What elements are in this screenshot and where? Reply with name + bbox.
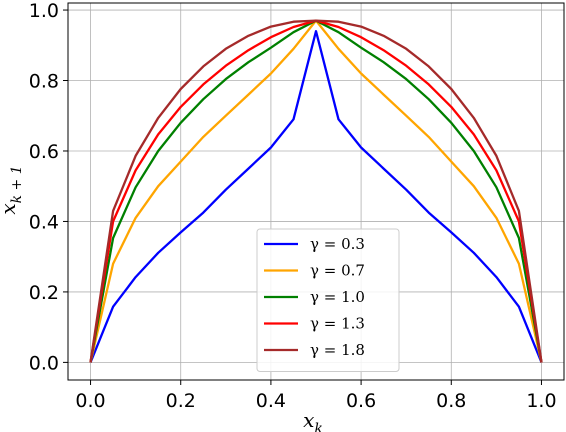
y-tick-label: 1.0 [29,0,59,22]
y-tick-label: 0.2 [29,282,59,304]
legend-box [256,228,400,372]
series-lines [89,19,543,363]
grid-lines [68,3,564,380]
legend-entry-label: γ = 1.3 [310,315,365,333]
series-line-4 [89,19,543,363]
x-tick-label: 0.2 [166,390,196,412]
series-line-0 [89,30,543,363]
legend: γ = 0.3 γ = 0.7 γ = 1.0 γ = 1.3 γ = 1.8 [256,228,400,372]
legend-entry-label: γ = 1.0 [310,288,365,306]
x-tick-label: 0.0 [75,390,105,412]
plot-frame [67,2,565,381]
x-axis-label-subscript: k [314,421,322,432]
y-axis-label-subscript: k + 1 [9,165,25,203]
y-tick-label: 0.6 [29,141,59,163]
legend-entry-label: γ = 1.8 [310,341,365,359]
x-axis-label: xk [303,408,323,432]
axis-ticks: 0.0 0.2 0.4 0.6 0.8 1.0 0.0 0.2 0.4 0.6 0.8 1.0 [29,0,557,412]
x-tick-label: 0.8 [436,390,466,412]
y-tick-label: 0.0 [29,352,59,374]
x-tick-label: 0.4 [256,390,286,412]
y-tick-label: 0.4 [29,211,59,233]
legend-entry-label: γ = 0.3 [310,235,365,253]
y-axis-label: xk + 1 [0,165,25,214]
x-tick-label: 0.6 [346,390,376,412]
y-tick-label: 0.8 [29,71,59,93]
x-tick-label: 1.0 [526,390,556,412]
legend-entry-label: γ = 0.7 [310,262,365,280]
